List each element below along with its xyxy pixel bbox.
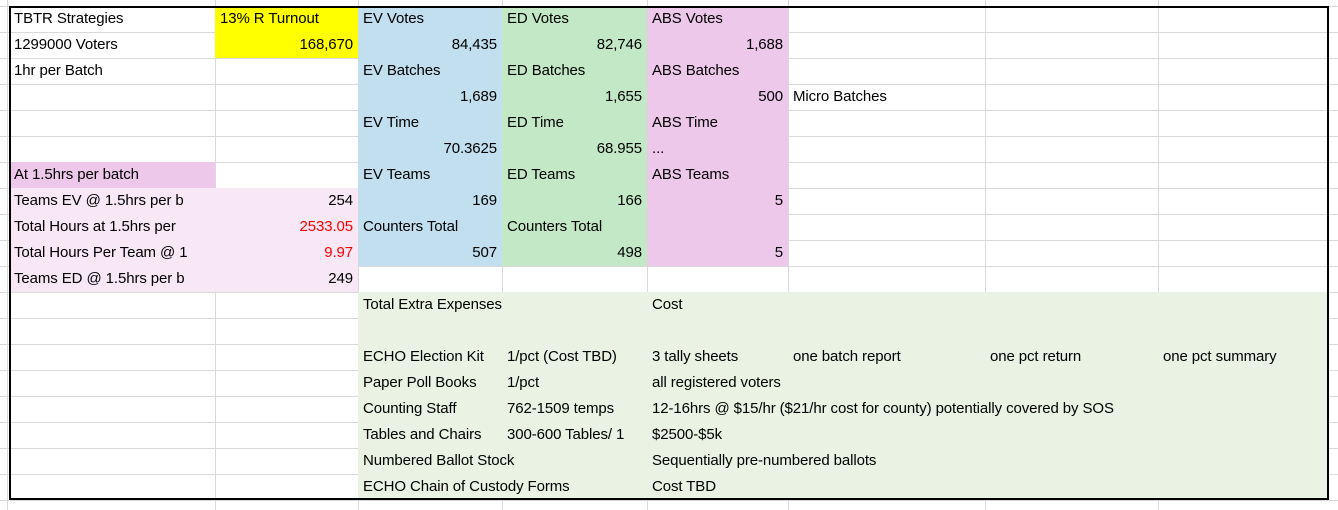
cell-poll-books-cost[interactable]: all registered voters [652,374,781,391]
cell-ev-counters-total-label[interactable]: Counters Total [363,218,459,235]
cell-abs-time-label[interactable]: ABS Time [652,114,718,131]
gridline-vertical [788,0,789,510]
cell-ev-teams-label[interactable]: EV Teams [363,166,431,183]
cell-ed-teams-value[interactable]: 166 [617,192,642,209]
cell-teams-ev-15-value[interactable]: 254 [328,192,353,209]
ev-column-fill [358,6,502,266]
cell-tables-chairs-cost[interactable]: $2500-$5k [652,426,722,443]
cell-hours-per-team-value[interactable]: 9.97 [324,244,353,261]
batch-rows-fill [9,188,358,292]
cell-batch-15-header[interactable]: At 1.5hrs per batch [14,166,139,183]
cell-ed-teams-label[interactable]: ED Teams [507,166,576,183]
cell-ed-time-label[interactable]: ED Time [507,114,564,131]
cell-ed-batches-value[interactable]: 1,655 [604,88,642,105]
turnout-highlight [215,6,358,58]
cell-ev-teams-value[interactable]: 169 [472,192,497,209]
cell-abs-time-value[interactable]: ... [652,140,665,157]
cell-ballot-stock-label[interactable]: Numbered Ballot Stock [363,452,515,469]
gridline-vertical [985,0,986,510]
cell-counting-staff-label[interactable]: Counting Staff [363,400,457,417]
cell-turnout-value[interactable]: 168,670 [299,36,353,53]
cell-hours-per-team-label[interactable]: Total Hours Per Team @ 1 [14,244,188,261]
cell-abs-batches-value[interactable]: 500 [758,88,783,105]
cell-tables-chairs-qty[interactable]: 300-600 Tables/ 1 [507,426,625,443]
cell-poll-books-qty[interactable]: 1/pct [507,374,540,391]
cell-tables-chairs-label[interactable]: Tables and Chairs [363,426,482,443]
data-range-border [9,6,1329,500]
cell-ed-batches-label[interactable]: ED Batches [507,62,586,79]
cell-ed-time-value[interactable]: 68.955 [596,140,642,157]
cell-abs-votes-label[interactable]: ABS Votes [652,10,723,27]
cell-voters-total[interactable]: 1299000 Voters [14,36,118,53]
cell-ev-votes-label[interactable]: EV Votes [363,10,424,27]
cell-ed-votes-label[interactable]: ED Votes [507,10,569,27]
cell-abs-counters-total-value[interactable]: 5 [774,244,783,261]
cell-abs-teams-label[interactable]: ABS Teams [652,166,730,183]
cell-abs-votes-value[interactable]: 1,688 [745,36,783,53]
cell-counting-staff-qty[interactable]: 762-1509 temps [507,400,615,417]
expenses-section-fill [358,292,1328,500]
cell-echo-kit-label[interactable]: ECHO Election Kit [363,348,484,365]
cell-abs-teams-value[interactable]: 5 [774,192,783,209]
cell-echo-kit-pct-return[interactable]: one pct return [990,348,1082,365]
cell-turnout-label[interactable]: 13% R Turnout [220,10,319,27]
cell-echo-kit-batch-report[interactable]: one batch report [793,348,901,365]
cell-poll-books-label[interactable]: Paper Poll Books [363,374,477,391]
cell-custody-forms-cost[interactable]: Cost TBD [652,478,716,495]
cell-cost-header[interactable]: Cost [652,296,683,313]
cell-ed-votes-value[interactable]: 82,746 [596,36,642,53]
cell-ev-batches-value[interactable]: 1,689 [459,88,497,105]
cell-custody-forms-label[interactable]: ECHO Chain of Custody Forms [363,478,570,495]
gridline-horizontal [0,500,1338,501]
ed-column-fill [502,6,647,266]
cell-ed-counters-total-label[interactable]: Counters Total [507,218,603,235]
cell-batch-rate[interactable]: 1hr per Batch [14,62,103,79]
cell-echo-kit-tally-sheets[interactable]: 3 tally sheets [652,348,739,365]
cell-ev-batches-label[interactable]: EV Batches [363,62,441,79]
cell-teams-ev-15-label[interactable]: Teams EV @ 1.5hrs per b [14,192,184,209]
gridline-vertical [1158,0,1159,510]
cell-sheet-title[interactable]: TBTR Strategies [14,10,124,27]
cell-ballot-stock-cost[interactable]: Sequentially pre-numbered ballots [652,452,877,469]
abs-column-fill [647,6,788,266]
cell-total-hours-15-label[interactable]: Total Hours at 1.5hrs per [14,218,176,235]
cell-echo-kit-qty[interactable]: 1/pct (Cost TBD) [507,348,617,365]
cell-micro-batches-note[interactable]: Micro Batches [793,88,887,105]
cell-abs-batches-label[interactable]: ABS Batches [652,62,740,79]
gridline-vertical [7,0,8,510]
cell-ed-counters-total-value[interactable]: 498 [617,244,642,261]
cell-ev-time-label[interactable]: EV Time [363,114,419,131]
cell-ev-votes-value[interactable]: 84,435 [451,36,497,53]
cell-extra-expenses-header[interactable]: Total Extra Expenses [363,296,502,313]
gridline-horizontal [0,266,1338,267]
cell-counting-staff-cost[interactable]: 12-16hrs @ $15/hr ($21/hr cost for count… [652,400,1114,417]
cell-teams-ed-15-label[interactable]: Teams ED @ 1.5hrs per b [14,270,185,287]
cell-ev-counters-total-value[interactable]: 507 [472,244,497,261]
cell-total-hours-15-value[interactable]: 2533.05 [299,218,353,235]
cell-ev-time-value[interactable]: 70.3625 [443,140,497,157]
cell-echo-kit-pct-summary[interactable]: one pct summary [1163,348,1277,365]
batch-header-fill [9,162,215,188]
cell-teams-ed-15-value[interactable]: 249 [328,270,353,287]
